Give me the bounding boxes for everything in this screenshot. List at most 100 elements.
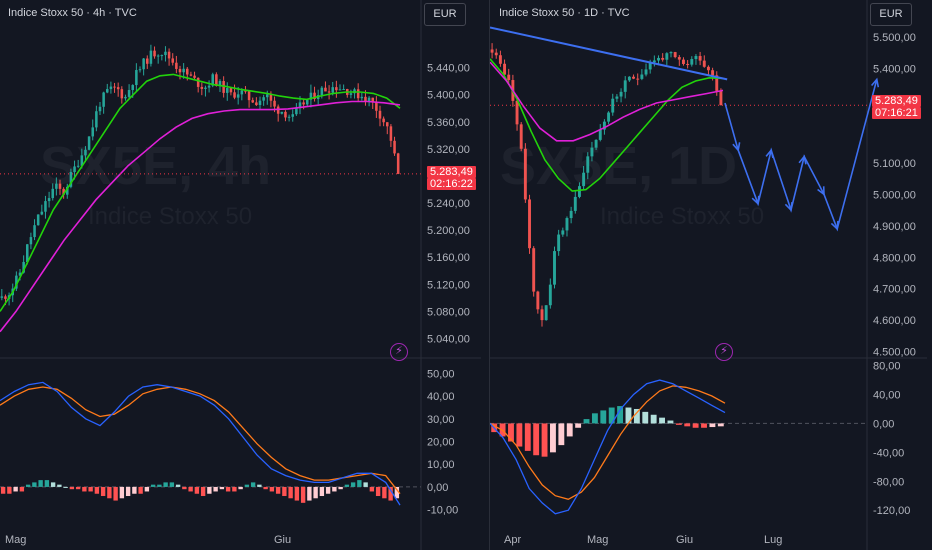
right-projection-arrow [732, 142, 741, 152]
right-projection-arrow [798, 154, 807, 165]
left-candle [22, 261, 25, 273]
right-projection-arrow [751, 195, 760, 206]
left-candle [164, 51, 167, 56]
right-projection-path [724, 79, 878, 232]
left-candle [116, 87, 120, 90]
left-candle [120, 89, 124, 99]
left-macd-histogram-bar [225, 486, 231, 492]
left-candle [51, 188, 54, 199]
right-macd-histogram-bar [541, 423, 548, 457]
right-candle [557, 234, 561, 252]
left-candle [127, 90, 131, 97]
left-candle [84, 149, 87, 156]
right-time-tick: Apr [504, 534, 521, 546]
left-macd-histogram-bar [163, 482, 168, 487]
left-candle [338, 89, 342, 91]
left-last-price: 5.283,49 [427, 166, 476, 178]
left-candle [229, 88, 233, 93]
left-candle [262, 97, 265, 101]
left-candle [175, 62, 178, 69]
left-candle [295, 108, 298, 115]
right-candle [548, 284, 552, 306]
right-candle [711, 70, 715, 76]
right-chart-panel[interactable]: SX5E, 1D Indice Stoxx 50 5.500,00 5.400,0… [490, 0, 932, 550]
left-candle [287, 116, 291, 118]
left-candle [87, 136, 91, 150]
left-candle [324, 87, 327, 92]
right-osc-tick: 40,00 [873, 390, 901, 402]
left-macd-histogram-bar [238, 486, 243, 490]
left-candle [47, 198, 51, 202]
left-price-tick: 5.400,00 [427, 90, 470, 102]
right-currency-badge[interactable]: EUR [870, 3, 912, 26]
right-macd-histogram-bar [701, 423, 707, 428]
left-macd-histogram-bar [282, 486, 287, 497]
left-candle [200, 86, 204, 89]
left-candle [255, 102, 258, 106]
right-price-tick: 4.900,00 [873, 221, 916, 233]
right-candle [652, 60, 656, 63]
left-chart-title: Indice Stoxx 50 · 4h · TVC [8, 7, 137, 19]
left-candle [29, 237, 33, 245]
right-candle [719, 90, 723, 106]
right-candle [636, 78, 640, 80]
right-ema-fast-line [490, 58, 724, 192]
right-candle [544, 305, 548, 321]
right-price-tick: 5.500,00 [873, 32, 916, 44]
left-chart-svg[interactable]: 5.440,00 5.400,00 5.360,00 5.320,00 5.240,00… [0, 0, 490, 550]
right-macd-histogram-bar [575, 423, 582, 428]
left-macd-histogram-bar [32, 482, 37, 487]
left-macd-histogram-bar [57, 484, 62, 487]
right-candle [715, 75, 719, 91]
left-candle [40, 211, 44, 215]
right-price-tick: 4.700,00 [873, 284, 916, 296]
right-candle [540, 309, 544, 321]
right-chart-svg[interactable]: 5.500,005.400,005.300,005.100,005.000,00… [490, 0, 932, 550]
right-candle [690, 59, 694, 65]
left-chart-panel[interactable]: SX5E, 4h Indice Stoxx 50 5.440,00 5.400,0… [0, 0, 490, 550]
left-macd-histogram-bar [375, 486, 381, 497]
left-lightning-icon[interactable]: ⚡ [390, 343, 408, 361]
right-price-tick: 5.400,00 [873, 63, 916, 75]
left-candle [269, 94, 273, 101]
left-macd-histogram-bar [125, 486, 131, 497]
right-candle [498, 55, 502, 64]
right-candle [523, 148, 527, 200]
right-candle [503, 63, 507, 75]
left-candle [375, 101, 378, 111]
right-candle [615, 96, 619, 99]
right-macd-histogram-bar [709, 423, 716, 428]
right-candle [702, 60, 706, 67]
panel-divider[interactable] [489, 0, 490, 550]
left-osc-tick: 50,00 [427, 368, 455, 380]
left-ema-slow-line [0, 100, 401, 333]
right-macd-histogram-bar [633, 408, 640, 424]
left-macd-histogram-bar [207, 486, 212, 494]
left-candle [76, 165, 80, 167]
right-macd-line [490, 379, 726, 515]
left-candle [309, 92, 313, 100]
right-macd-histogram-bar [650, 414, 657, 424]
left-macd-histogram-bar [188, 486, 193, 492]
left-price-tick: 5.320,00 [427, 144, 470, 156]
left-candle [189, 74, 193, 76]
right-candle [577, 186, 581, 197]
left-time-tick: Giu [274, 534, 291, 546]
right-projection-arrow [870, 77, 880, 88]
left-candle [131, 85, 134, 91]
left-macd-signal-line [0, 386, 401, 495]
right-macd-histogram-bar [642, 411, 649, 424]
left-candle [58, 183, 62, 189]
left-macd-histogram-bar [138, 486, 143, 494]
left-candle [4, 296, 7, 299]
right-candle [698, 56, 702, 61]
left-macd-histogram-bar [232, 486, 237, 492]
left-price-tick: 5.200,00 [427, 225, 470, 237]
left-currency-badge[interactable]: EUR [424, 3, 466, 26]
left-candle [386, 122, 389, 127]
right-macd-histogram-bar [550, 423, 556, 453]
right-projection-arrow [817, 186, 825, 196]
left-candle [273, 100, 276, 107]
right-lightning-icon[interactable]: ⚡ [715, 343, 733, 361]
right-candle [490, 49, 494, 53]
